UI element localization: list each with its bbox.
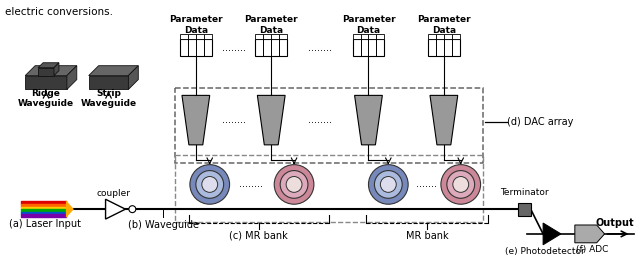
Circle shape [190, 165, 230, 204]
Bar [255, 34, 263, 39]
Text: (e) Photodetector: (e) Photodetector [505, 247, 585, 256]
Polygon shape [106, 199, 125, 219]
Bar [353, 34, 360, 39]
Polygon shape [66, 200, 74, 218]
Bar [263, 34, 271, 39]
Circle shape [274, 165, 314, 204]
Bar [204, 34, 212, 39]
Bar [175, 89, 483, 163]
Text: Ridge
Waveguide: Ridge Waveguide [18, 89, 74, 108]
Text: coupler: coupler [97, 189, 131, 198]
Text: Parameter
Data: Parameter Data [244, 15, 298, 35]
Text: ........: ........ [308, 43, 332, 53]
Text: ........: ........ [239, 179, 264, 189]
Polygon shape [89, 76, 129, 89]
Text: Parameter
Data: Parameter Data [417, 15, 470, 35]
Circle shape [447, 171, 475, 198]
Text: (a) Laser Input: (a) Laser Input [10, 219, 81, 229]
Polygon shape [25, 76, 67, 89]
Bar [175, 155, 483, 222]
Text: Terminator: Terminator [500, 188, 548, 197]
Polygon shape [430, 95, 458, 145]
Circle shape [453, 177, 468, 192]
Bar [196, 34, 204, 39]
Polygon shape [38, 63, 59, 68]
Bar [271, 34, 279, 39]
Bar [436, 34, 444, 39]
Polygon shape [38, 68, 54, 76]
Polygon shape [25, 66, 77, 76]
Bar [180, 39, 212, 56]
Circle shape [286, 177, 302, 192]
Bar [428, 39, 460, 56]
Bar [444, 34, 452, 39]
Bar [188, 34, 196, 39]
Text: ........: ........ [221, 43, 246, 53]
Circle shape [202, 177, 218, 192]
Circle shape [441, 165, 481, 204]
Polygon shape [67, 66, 77, 89]
Polygon shape [355, 95, 382, 145]
Circle shape [196, 171, 223, 198]
Bar [255, 39, 287, 56]
Polygon shape [129, 66, 138, 89]
Polygon shape [182, 95, 210, 145]
Text: .......: ....... [415, 179, 436, 189]
Polygon shape [257, 95, 285, 145]
Bar [428, 34, 436, 39]
Circle shape [380, 177, 396, 192]
Text: ........: ........ [221, 115, 246, 125]
Circle shape [374, 171, 402, 198]
Bar [518, 203, 531, 216]
Text: Parameter
Data: Parameter Data [342, 15, 396, 35]
Bar [279, 34, 287, 39]
Bar [369, 34, 376, 39]
Text: Strip
Waveguide: Strip Waveguide [81, 89, 136, 108]
Text: (f) ADC: (f) ADC [575, 245, 608, 254]
Bar [353, 39, 385, 56]
Bar [376, 34, 385, 39]
Bar [360, 34, 369, 39]
Polygon shape [89, 66, 138, 76]
Text: electric conversions.: electric conversions. [5, 7, 113, 17]
Bar [180, 34, 188, 39]
Circle shape [129, 206, 136, 213]
Circle shape [280, 171, 308, 198]
Text: (d) DAC array: (d) DAC array [508, 117, 573, 127]
Circle shape [369, 165, 408, 204]
Polygon shape [543, 223, 561, 245]
Text: MR bank: MR bank [406, 231, 449, 241]
Text: (c) MR bank: (c) MR bank [230, 231, 288, 241]
Text: ........: ........ [308, 115, 332, 125]
Text: Parameter
Data: Parameter Data [169, 15, 223, 35]
Bar [452, 34, 460, 39]
Polygon shape [54, 63, 59, 76]
Polygon shape [575, 225, 605, 243]
Text: (b) Waveguide: (b) Waveguide [127, 220, 198, 230]
Text: Output: Output [595, 218, 634, 228]
